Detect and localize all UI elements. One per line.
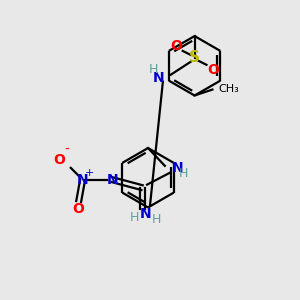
Text: O: O (53, 153, 65, 167)
Text: O: O (170, 39, 182, 53)
Text: O: O (208, 63, 219, 77)
Text: CH₃: CH₃ (218, 84, 239, 94)
Text: N: N (77, 173, 88, 187)
Text: N: N (153, 71, 165, 85)
Text: N: N (106, 173, 118, 187)
Text: H: H (151, 213, 160, 226)
Text: N: N (172, 161, 183, 175)
Text: +: + (85, 168, 94, 178)
Text: O: O (73, 202, 85, 216)
Text: H: H (179, 167, 188, 180)
Text: H: H (130, 211, 139, 224)
Text: N: N (140, 207, 152, 221)
Text: S: S (189, 50, 200, 65)
Text: H: H (148, 63, 158, 76)
Text: -: - (64, 143, 69, 157)
